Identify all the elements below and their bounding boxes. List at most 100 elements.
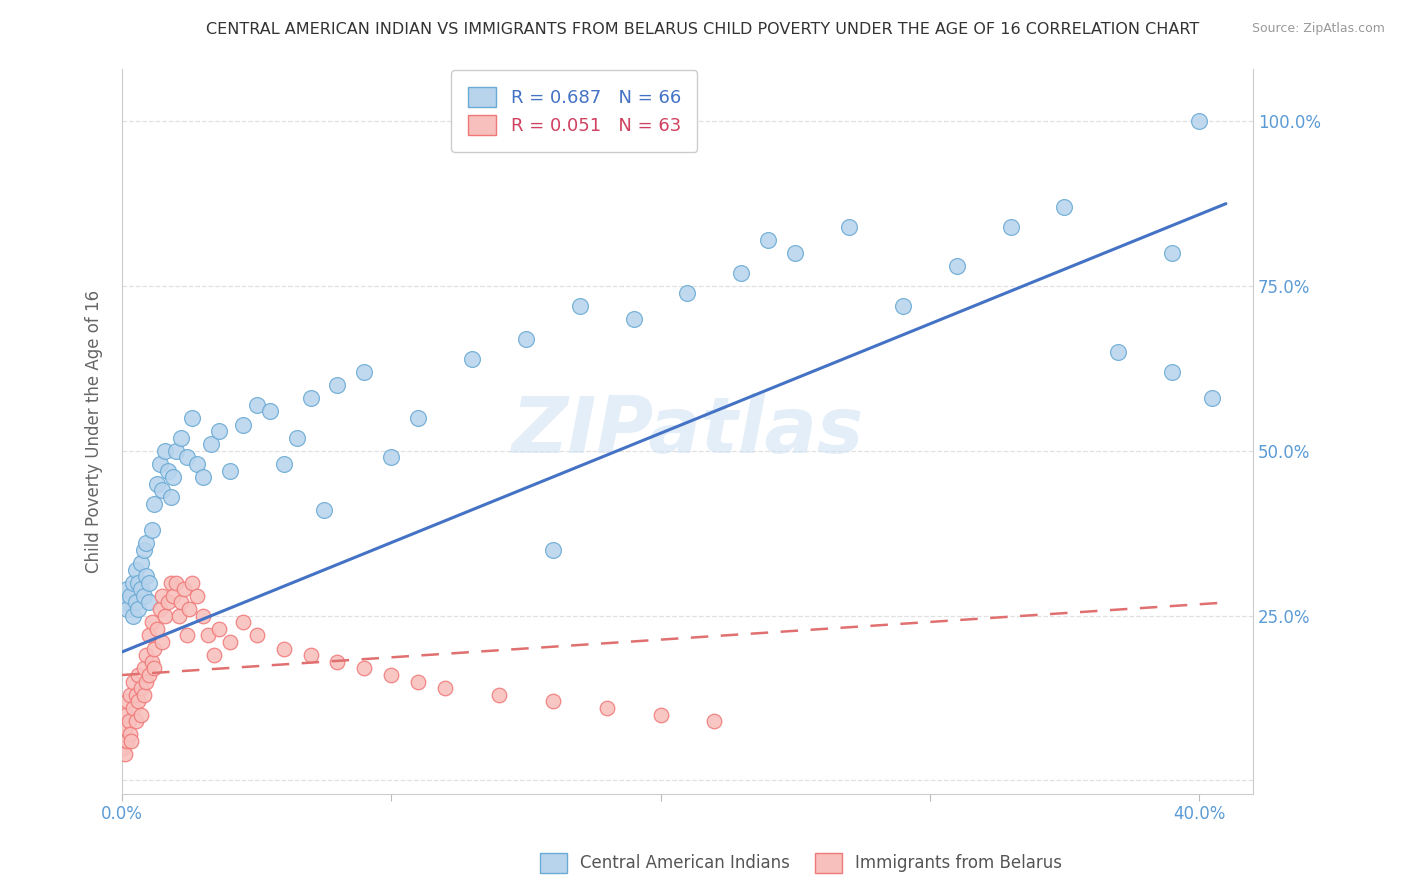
Point: [461, 351, 484, 366]
Point: [138, 595, 160, 609]
Point: [127, 668, 149, 682]
Point: [146, 476, 169, 491]
Point: [181, 411, 204, 425]
Point: [285, 431, 308, 445]
Point: [132, 589, 155, 603]
Point: [117, 734, 139, 748]
Point: [326, 655, 349, 669]
Point: [124, 595, 146, 609]
Point: [129, 707, 152, 722]
Point: [159, 490, 181, 504]
Point: [488, 688, 510, 702]
Point: [152, 589, 174, 603]
Point: [120, 688, 142, 702]
Point: [259, 404, 281, 418]
Point: [312, 503, 335, 517]
Point: [120, 727, 142, 741]
Point: [541, 542, 564, 557]
Point: [138, 628, 160, 642]
Point: [434, 681, 457, 696]
Legend: Central American Indians, Immigrants from Belarus: Central American Indians, Immigrants fro…: [534, 847, 1069, 880]
Point: [1161, 246, 1184, 260]
Point: [232, 417, 254, 432]
Point: [246, 398, 269, 412]
Point: [785, 246, 807, 260]
Point: [156, 595, 179, 609]
Point: [173, 582, 195, 597]
Point: [117, 694, 139, 708]
Point: [179, 602, 201, 616]
Point: [117, 582, 139, 597]
Point: [353, 661, 375, 675]
Point: [115, 707, 138, 722]
Y-axis label: Child Poverty Under the Age of 16: Child Poverty Under the Age of 16: [86, 290, 103, 573]
Point: [121, 734, 143, 748]
Point: [170, 431, 193, 445]
Point: [162, 589, 184, 603]
Legend: R = 0.687   N = 66, R = 0.051   N = 63: R = 0.687 N = 66, R = 0.051 N = 63: [451, 70, 697, 152]
Point: [132, 661, 155, 675]
Point: [299, 648, 322, 663]
Point: [703, 714, 725, 728]
Point: [152, 635, 174, 649]
Point: [945, 260, 967, 274]
Point: [138, 575, 160, 590]
Point: [114, 747, 136, 761]
Point: [191, 608, 214, 623]
Point: [132, 542, 155, 557]
Point: [1000, 219, 1022, 234]
Point: [127, 694, 149, 708]
Point: [162, 470, 184, 484]
Point: [135, 536, 157, 550]
Point: [129, 582, 152, 597]
Point: [149, 457, 172, 471]
Point: [124, 688, 146, 702]
Point: [186, 457, 208, 471]
Point: [197, 628, 219, 642]
Point: [121, 608, 143, 623]
Point: [121, 701, 143, 715]
Point: [176, 450, 198, 465]
Point: [127, 575, 149, 590]
Point: [153, 608, 176, 623]
Text: Source: ZipAtlas.com: Source: ZipAtlas.com: [1251, 22, 1385, 36]
Text: ZIPatlas: ZIPatlas: [512, 393, 863, 469]
Point: [114, 721, 136, 735]
Point: [202, 648, 225, 663]
Point: [120, 589, 142, 603]
Point: [380, 450, 402, 465]
Point: [176, 628, 198, 642]
Point: [165, 443, 187, 458]
Point: [143, 661, 166, 675]
Point: [756, 233, 779, 247]
Point: [353, 365, 375, 379]
Point: [141, 655, 163, 669]
Point: [153, 443, 176, 458]
Point: [730, 266, 752, 280]
Point: [121, 674, 143, 689]
Point: [246, 628, 269, 642]
Point: [568, 299, 591, 313]
Point: [1188, 114, 1211, 128]
Point: [124, 562, 146, 576]
Point: [208, 424, 231, 438]
Point: [141, 615, 163, 630]
Point: [114, 595, 136, 609]
Point: [218, 464, 240, 478]
Point: [138, 668, 160, 682]
Point: [124, 714, 146, 728]
Point: [1161, 365, 1184, 379]
Point: [117, 602, 139, 616]
Point: [273, 457, 295, 471]
Point: [326, 378, 349, 392]
Point: [141, 523, 163, 537]
Point: [143, 497, 166, 511]
Point: [149, 602, 172, 616]
Point: [181, 575, 204, 590]
Point: [676, 285, 699, 300]
Point: [406, 674, 429, 689]
Point: [595, 701, 617, 715]
Point: [159, 575, 181, 590]
Point: [170, 595, 193, 609]
Point: [1107, 345, 1129, 359]
